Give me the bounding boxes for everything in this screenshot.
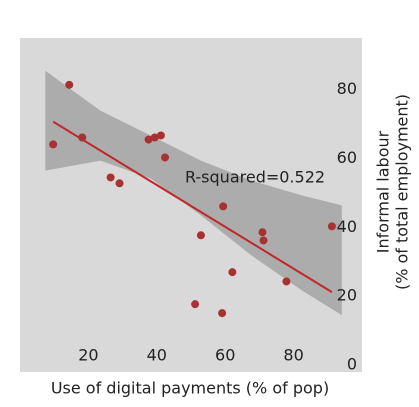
y-tick-label: 0 (347, 355, 357, 374)
data-point (78, 133, 87, 142)
x-tick-label: 80 (283, 346, 303, 365)
data-point (150, 133, 159, 142)
data-point (191, 300, 200, 309)
data-point (106, 173, 115, 182)
y-axis-label: (% of total employment) (393, 94, 412, 290)
y-tick-label: 20 (337, 286, 357, 305)
y-tick-label: 80 (337, 79, 357, 98)
x-tick-label: 40 (147, 346, 167, 365)
fit-line (52, 120, 333, 293)
y-tick-label: 60 (337, 148, 357, 167)
data-point (156, 131, 165, 140)
data-point (144, 135, 153, 144)
x-axis-label: Use of digital payments (% of pop) (51, 379, 329, 398)
data-point (228, 268, 237, 277)
data-point (282, 277, 291, 286)
y-axis-label: Informal labour (374, 130, 393, 253)
data-point (115, 179, 124, 188)
data-point (258, 228, 267, 237)
data-point (161, 153, 170, 162)
x-tick-label: 60 (215, 346, 235, 365)
data-point (259, 236, 268, 245)
confidence-band (45, 70, 342, 316)
y-tick-label: 40 (337, 217, 357, 236)
annotation: R-squared=0.522 (185, 168, 325, 187)
x-tick-label: 20 (78, 346, 98, 365)
data-point (196, 231, 205, 240)
data-point (49, 140, 58, 149)
data-point (327, 222, 336, 231)
data-point (65, 80, 74, 89)
data-point (219, 202, 228, 211)
data-point (218, 309, 227, 318)
